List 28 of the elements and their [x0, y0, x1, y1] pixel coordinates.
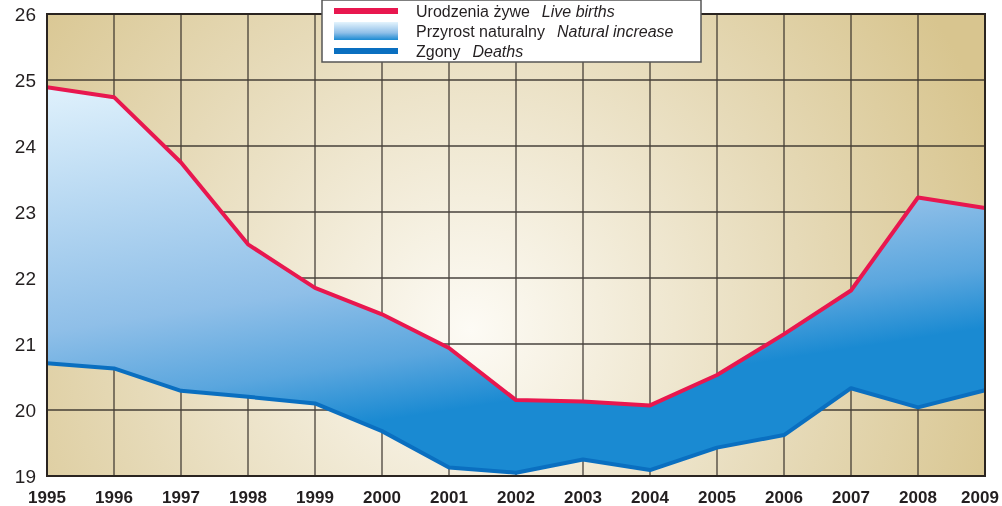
y-tick-label: 19	[14, 465, 36, 487]
x-tick-label: 2005	[698, 487, 736, 506]
x-tick-label: 2008	[899, 487, 937, 506]
x-tick-label: 2000	[363, 487, 401, 506]
line-series	[45, 361, 987, 475]
y-tick-label: 21	[14, 333, 36, 355]
x-tick-label: 2007	[832, 487, 870, 506]
y-tick-label: 25	[14, 69, 36, 91]
x-tick-label: 1995	[28, 487, 66, 506]
line-series	[45, 85, 987, 408]
y-tick-label: 26	[14, 3, 36, 25]
legend-label: Urodzenia żywe Live births	[416, 2, 615, 20]
x-tick-label: 1996	[95, 487, 133, 506]
x-tick-label: 1997	[162, 487, 200, 506]
y-tick-label: 24	[14, 135, 37, 157]
x-tick-label: 2002	[497, 487, 535, 506]
x-tick-label: 1998	[229, 487, 267, 506]
annotation: Przyrost naturalny Natural increase	[416, 22, 674, 40]
legend-label: Zgony Deaths	[416, 42, 524, 60]
x-tick-label: 2004	[631, 487, 670, 506]
y-tick-label: 22	[14, 267, 36, 289]
x-tick-label: 2003	[564, 487, 602, 506]
x-tick-label: 2001	[430, 487, 468, 506]
y-tick-label: 23	[14, 201, 36, 223]
y-tick-label: 20	[14, 399, 36, 421]
x-tick-label: 2006	[765, 487, 803, 506]
x-tick-label: 2009	[961, 487, 999, 506]
x-tick-label: 1999	[296, 487, 334, 506]
